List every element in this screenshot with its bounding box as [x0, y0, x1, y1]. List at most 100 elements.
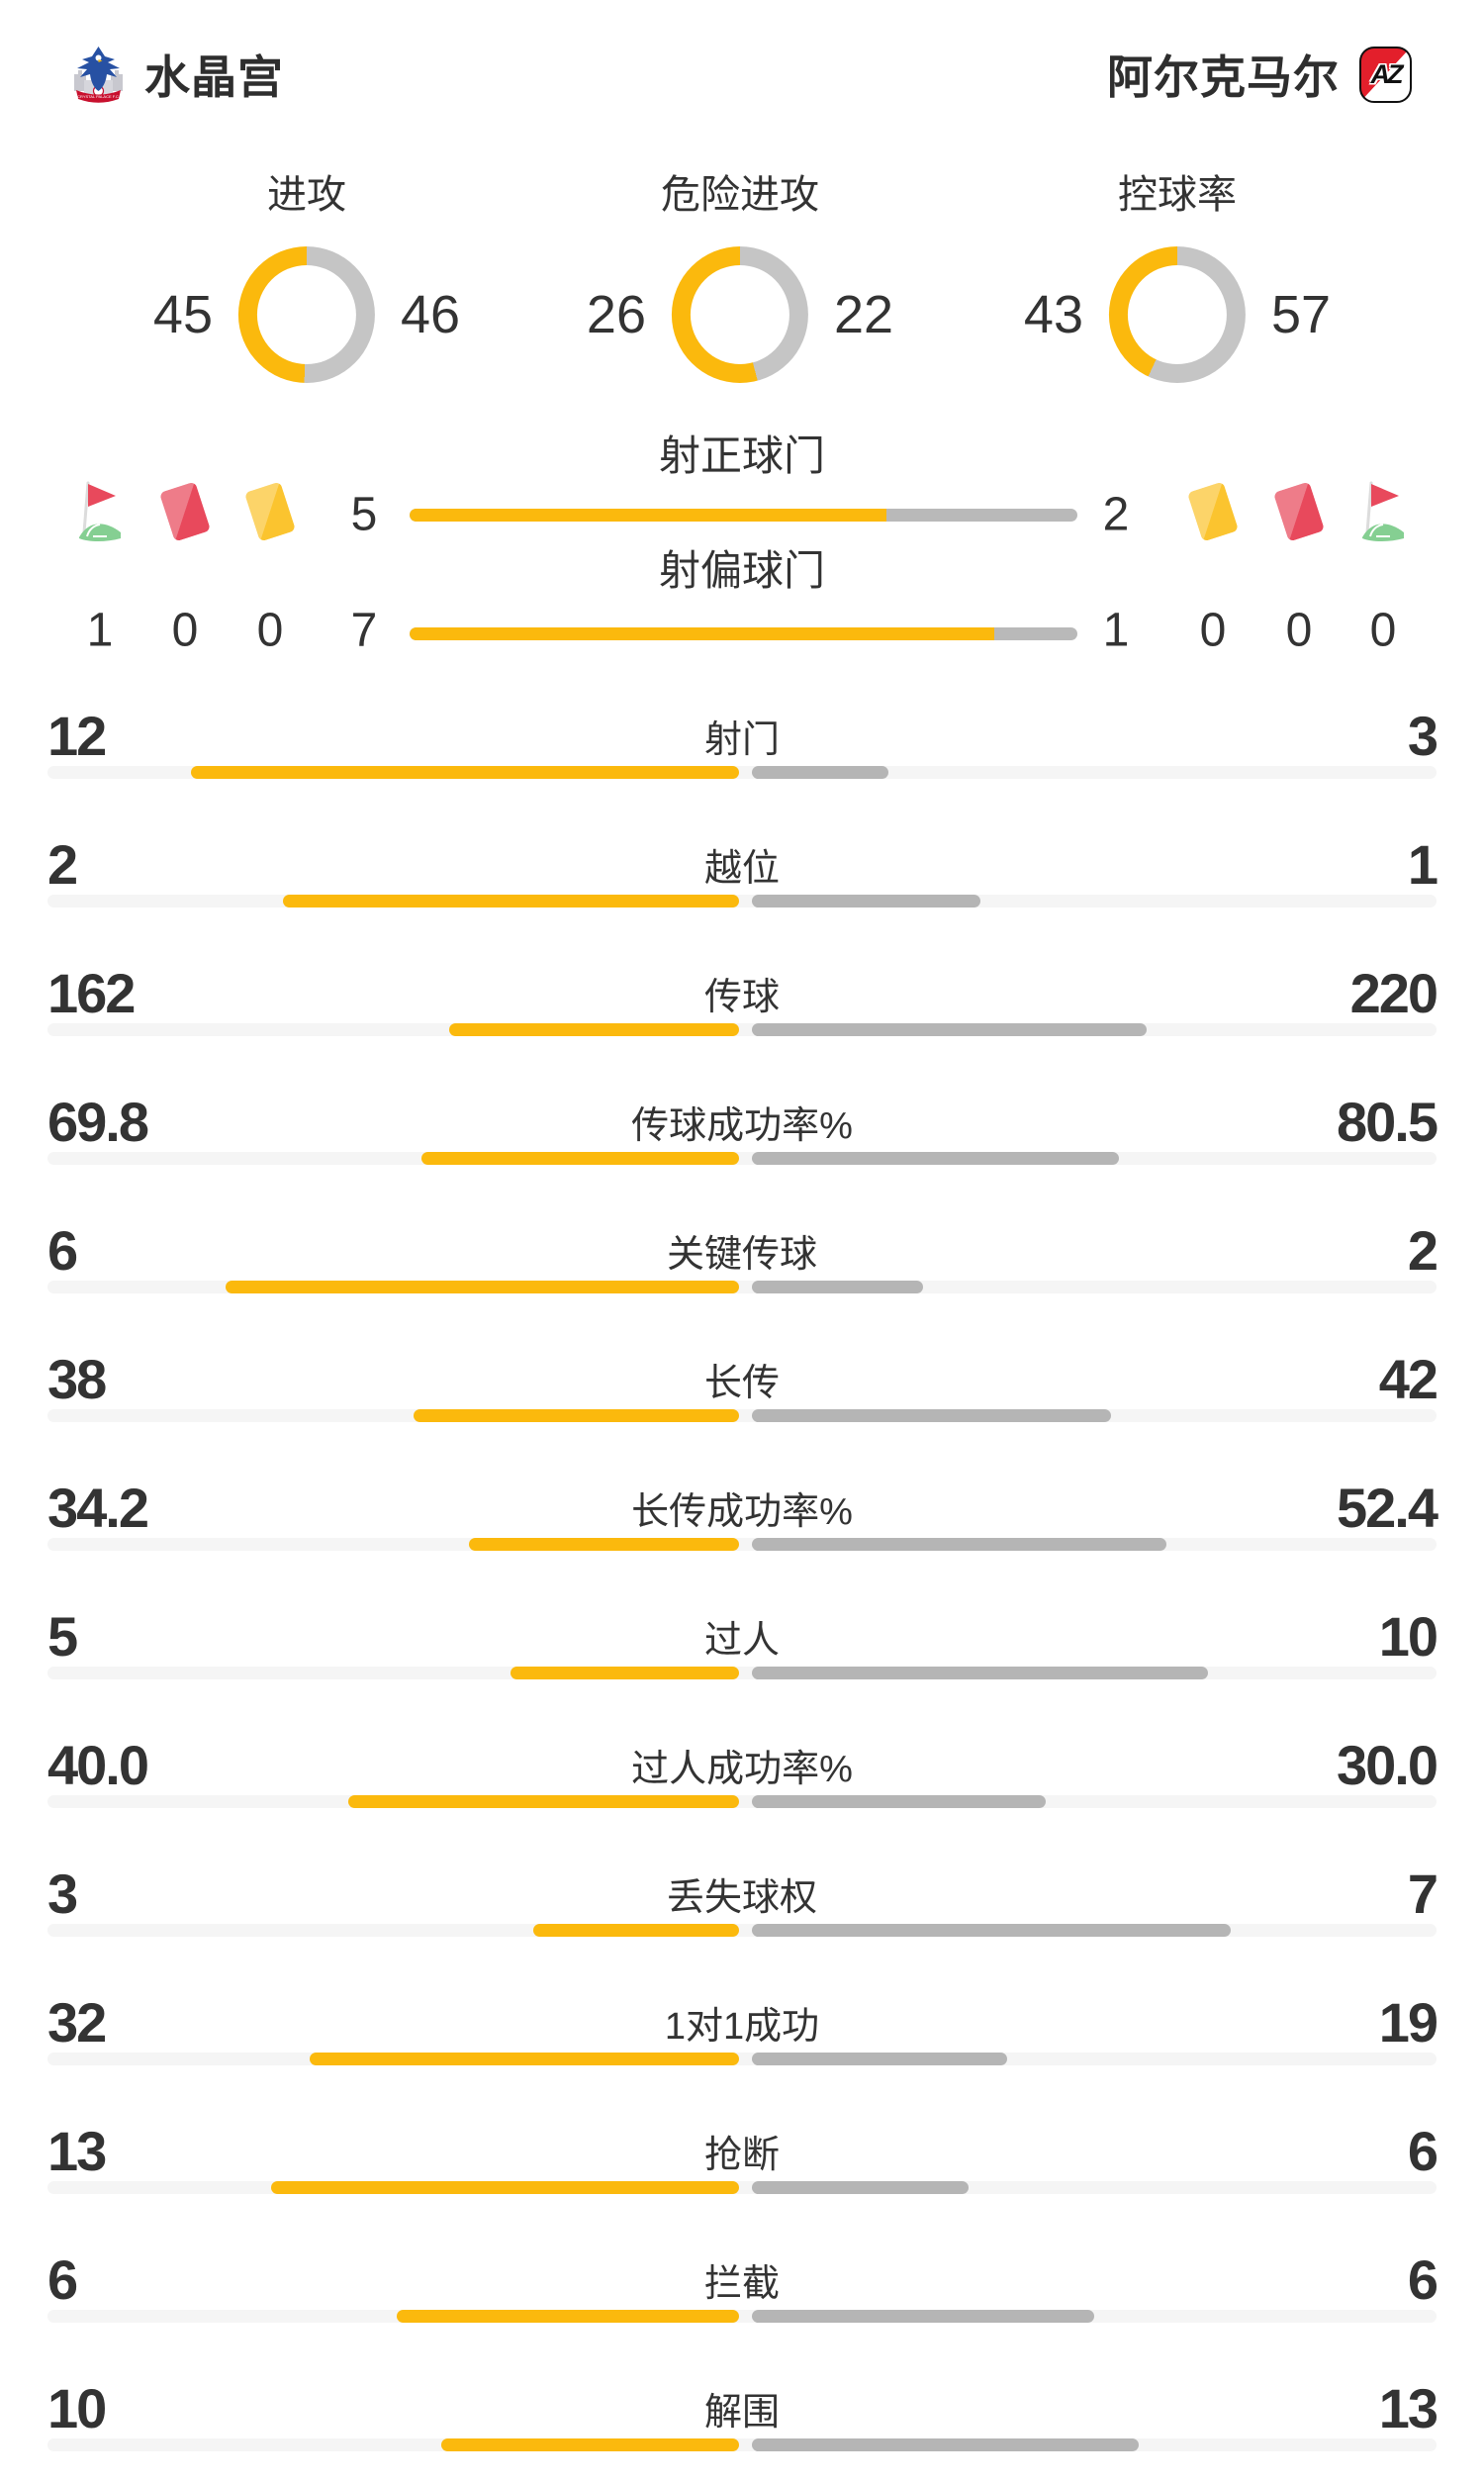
stat-row: 12 射门 3: [0, 704, 1484, 812]
stat-bar-home: [468, 1538, 739, 1551]
overview-donuts: 进攻 45 46 危险进攻 26 22 控球率 43 57: [0, 139, 1484, 396]
stat-row: 6 拦截 6: [0, 2247, 1484, 2355]
stat-bar-away: [752, 1409, 1112, 1422]
stat-bar-home: [270, 2181, 739, 2194]
stat-bar-home: [448, 1023, 739, 1036]
donut-away-value: 57: [1271, 285, 1332, 344]
stat-home-value: 6: [47, 2247, 78, 2311]
donut-away-value: 22: [834, 285, 894, 344]
stat-label: 抢断: [703, 2134, 780, 2176]
donut-away-value: 46: [401, 285, 461, 344]
stat-bar-home: [282, 895, 739, 908]
stat-row: 3 丢失球权 7: [0, 1862, 1484, 1969]
stat-row: 13 抢断 6: [0, 2119, 1484, 2227]
stat-bar-track: [47, 1281, 1437, 1293]
stat-label: 长传成功率%: [631, 1490, 853, 1533]
donut-chart: [238, 246, 375, 383]
stat-bar-track: [47, 1409, 1437, 1422]
home-corners-count: 1: [86, 604, 114, 657]
donut-chart: [672, 246, 808, 383]
stat-away-value: 3: [1407, 704, 1438, 767]
stat-bar-track: [47, 1538, 1437, 1551]
shots-off-target-away: 1: [1102, 604, 1130, 657]
stat-away-value: 13: [1378, 2376, 1438, 2439]
stat-label: 越位: [703, 847, 780, 890]
stat-bar-track: [47, 2181, 1437, 2194]
home-yellow-cards-count: 0: [256, 604, 284, 657]
stat-home-value: 2: [47, 832, 78, 896]
stat-away-value: 1: [1407, 832, 1438, 896]
shots-on-target-away: 2: [1102, 488, 1130, 541]
stat-row: 2 越位 1: [0, 832, 1484, 940]
stat-away-value: 7: [1407, 1862, 1438, 1925]
stat-bar-home: [510, 1667, 739, 1679]
donut-home-value: 45: [152, 285, 213, 344]
stat-bar-track: [47, 1924, 1437, 1937]
stat-away-value: 2: [1407, 1218, 1438, 1282]
stat-bar-away: [752, 1795, 1046, 1808]
stat-bar-home: [397, 2310, 739, 2323]
stat-label: 过人成功率%: [631, 1748, 853, 1790]
stat-home-value: 32: [47, 1990, 107, 2054]
stat-bar-track: [47, 895, 1437, 908]
stat-bar-track: [47, 766, 1437, 779]
stat-row: 69.8 传球成功率% 80.5: [0, 1091, 1484, 1197]
stat-row: 6 关键传球 2: [0, 1218, 1484, 1326]
stat-bar-track: [47, 1023, 1437, 1036]
donut-group: 进攻 45 46: [153, 168, 460, 383]
stat-bar-track: [47, 2053, 1437, 2065]
away-team[interactable]: 阿尔克马尔 AZ: [1107, 42, 1412, 107]
away-team-logo: AZ: [1359, 46, 1412, 103]
stat-away-value: 19: [1378, 1990, 1438, 2054]
stat-bar-away: [752, 1924, 1232, 1937]
home-team[interactable]: CRYSTAL PALACE F.C. 水晶宫: [72, 42, 284, 107]
donut-group: 危险进攻 26 22: [587, 168, 893, 383]
donut-title: 进攻: [267, 173, 346, 217]
stat-bar-home: [420, 1152, 739, 1165]
stat-bar-home: [414, 1409, 739, 1422]
stat-bar-track: [47, 1152, 1437, 1165]
stat-home-value: 38: [47, 1347, 107, 1410]
donut-home-value: 43: [1023, 285, 1083, 344]
stat-bar-track: [47, 1667, 1437, 1679]
stat-home-value: 162: [47, 961, 136, 1024]
stat-home-value: 34.2: [47, 1476, 149, 1539]
stat-label: 过人: [703, 1619, 780, 1662]
away-corners-count: 0: [1369, 604, 1397, 657]
away-team-name: 阿尔克马尔: [1107, 51, 1340, 103]
stat-bar-home: [533, 1924, 739, 1937]
stat-row: 38 长传 42: [0, 1347, 1484, 1455]
donut-home-value: 26: [586, 285, 646, 344]
donut-group: 控球率 43 57: [1024, 168, 1331, 383]
stat-bar-away: [752, 766, 889, 779]
stat-away-value: 220: [1349, 961, 1438, 1024]
corner-flag-icon: [1362, 481, 1404, 541]
stat-home-value: 5: [47, 1604, 78, 1668]
stat-row: 40.0 过人成功率% 30.0: [0, 1734, 1484, 1841]
stat-home-value: 12: [47, 704, 107, 767]
stat-bar-away: [752, 1281, 923, 1293]
shots-on-target-label: 射正球门: [658, 432, 825, 479]
stat-label: 传球: [703, 976, 780, 1018]
red-card-icon: [158, 481, 212, 542]
shots-on-target-bar: [410, 509, 1077, 522]
stat-bar-track: [47, 2310, 1437, 2323]
stat-label: 关键传球: [666, 1233, 817, 1276]
stat-bar-away: [752, 2053, 1007, 2065]
stat-bar-home: [191, 766, 739, 779]
shots-on-target-home-fill: [410, 509, 887, 522]
stat-bar-track: [47, 1795, 1437, 1808]
stat-bar-away: [752, 1667, 1209, 1679]
away-red-cards-count: 0: [1285, 604, 1313, 657]
stat-label: 1对1成功: [664, 2005, 820, 2048]
svg-text:CRYSTAL PALACE F.C.: CRYSTAL PALACE F.C.: [77, 94, 120, 99]
stat-bar-away: [752, 895, 980, 908]
donut-chart: [1109, 246, 1246, 383]
away-yellow-cards-count: 0: [1199, 604, 1227, 657]
stat-home-value: 3: [47, 1862, 78, 1925]
stat-bar-away: [752, 1152, 1119, 1165]
shots-off-target-label: 射偏球门: [658, 547, 825, 594]
stat-away-value: 10: [1378, 1604, 1438, 1668]
stat-bar-away: [752, 2181, 969, 2194]
stat-away-value: 6: [1407, 2119, 1438, 2182]
